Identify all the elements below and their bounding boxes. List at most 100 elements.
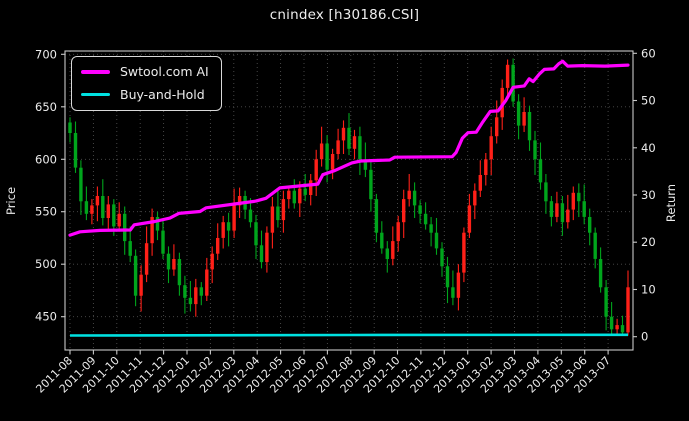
candle-body: [489, 136, 493, 160]
candle-body: [440, 248, 444, 267]
candle-body: [221, 222, 225, 238]
candle-body: [582, 201, 586, 217]
candle-body: [456, 272, 461, 298]
candle-body: [232, 205, 236, 231]
candle-body: [544, 182, 548, 202]
candle-body: [117, 213, 121, 227]
y-tick-label-left: 550: [35, 205, 57, 219]
candle-body: [527, 112, 532, 141]
candle-body: [358, 136, 362, 160]
y-tick-label-left: 600: [35, 152, 57, 166]
candle-body: [172, 259, 176, 270]
candle-body: [369, 169, 373, 200]
candle-body: [128, 241, 132, 256]
candle-body: [270, 206, 275, 233]
candle-body: [188, 297, 193, 305]
candle-body: [533, 140, 537, 160]
legend-label-bh: Buy-and-Hold: [120, 87, 205, 102]
candle-body: [577, 192, 581, 202]
candle-body: [396, 222, 400, 242]
candle-body: [588, 217, 592, 233]
candle-body: [73, 133, 78, 168]
candle-body: [155, 217, 160, 231]
candle-body: [281, 199, 286, 221]
candle-body: [166, 253, 171, 270]
candle-body: [68, 122, 72, 133]
candle-body: [347, 127, 351, 149]
candle-body: [309, 180, 313, 195]
candle-body: [194, 287, 198, 305]
candle-body: [106, 204, 110, 218]
candle-body: [484, 159, 488, 175]
candle-body: [423, 213, 428, 225]
plot-border: [64, 50, 634, 351]
candle-body: [150, 217, 154, 244]
candle-body: [380, 232, 384, 249]
candle-body: [276, 206, 280, 221]
candle-body: [402, 199, 406, 223]
candle-body: [598, 259, 603, 288]
candle-body: [330, 154, 335, 170]
y-tick-label-right: 40: [641, 141, 656, 155]
candle-body: [609, 316, 614, 330]
bh-line: [69, 333, 629, 337]
candle-body: [144, 243, 149, 275]
candle-body: [161, 230, 165, 254]
legend-item-bh: Buy-and-Hold: [81, 85, 209, 104]
candle-body: [101, 196, 105, 218]
candle-body: [434, 232, 439, 249]
y-tick-label-right: 20: [641, 235, 656, 249]
candle-body: [298, 188, 302, 204]
candle-body: [79, 167, 83, 202]
candle-body: [237, 196, 242, 206]
candle-body: [210, 253, 214, 270]
y-tick-label-left: 650: [35, 100, 57, 114]
candle-body: [325, 143, 329, 170]
candle-body: [549, 201, 554, 217]
candle-body: [615, 325, 619, 330]
candle-body: [566, 209, 570, 223]
legend-label-ai: Swtool.com AI: [120, 64, 209, 79]
candle-body: [259, 245, 264, 263]
candle-body: [248, 209, 253, 223]
y-tick-label-right: 10: [641, 283, 656, 297]
candle-body: [254, 222, 258, 246]
candle-body: [319, 143, 324, 160]
candle-body: [352, 136, 357, 149]
legend-item-ai: Swtool.com AI: [81, 62, 209, 81]
candle-body: [205, 269, 209, 296]
candle-body: [511, 64, 515, 102]
candle-body: [495, 117, 499, 137]
candle-body: [500, 87, 504, 118]
y-axis-label-right: Return: [664, 184, 678, 222]
candle-body: [620, 325, 625, 333]
candle-body: [183, 285, 187, 298]
candle-body: [571, 192, 575, 210]
ai-line: [68, 59, 630, 237]
candle-body: [505, 64, 510, 88]
y-tick-label-right: 30: [641, 188, 656, 202]
candle-body: [84, 201, 89, 214]
candle-body: [112, 204, 116, 227]
candle-body: [303, 188, 307, 195]
candle-body: [593, 232, 597, 259]
candle-body: [292, 190, 296, 204]
candle-body: [462, 232, 466, 273]
candle-body: [555, 203, 559, 217]
candle-body: [385, 248, 389, 259]
candle-body: [265, 232, 269, 263]
candle-body: [216, 238, 220, 254]
y-axis-label-left: Price: [4, 187, 18, 215]
candle-body: [522, 112, 526, 126]
candle-body: [478, 175, 482, 191]
y-tick-label-left: 700: [35, 47, 57, 61]
candle-body: [123, 213, 127, 242]
chart-title: cnindex [h30186.CSI]: [269, 7, 420, 23]
y-tick-label-left: 450: [35, 310, 57, 324]
candle-body: [445, 266, 450, 288]
candle-body: [604, 287, 608, 317]
candle-body: [516, 101, 521, 126]
candle-body: [391, 241, 395, 259]
candle-body: [407, 190, 411, 200]
